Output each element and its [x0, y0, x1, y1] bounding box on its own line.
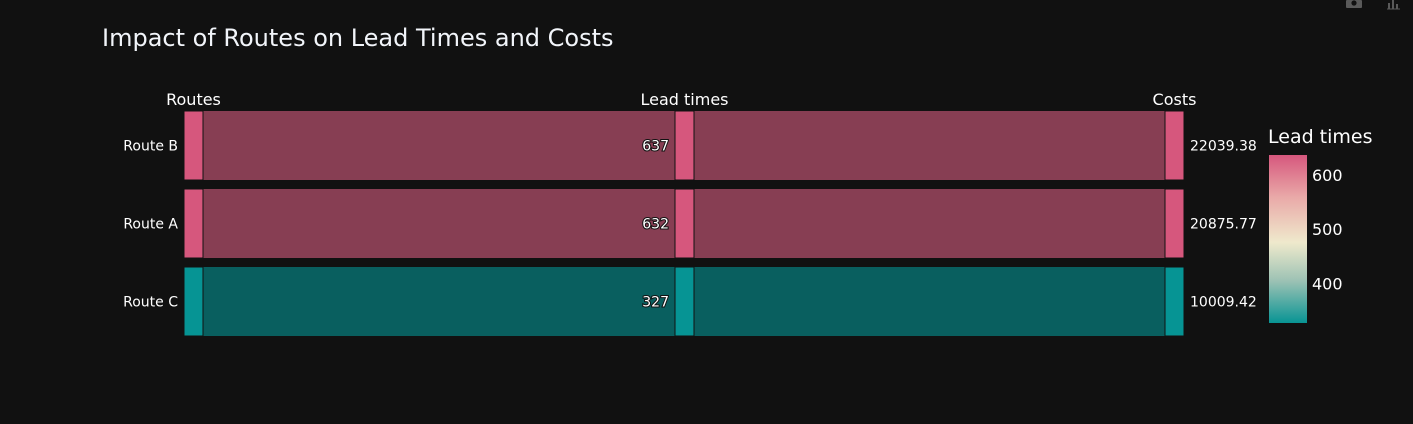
category-label: 20875.77 [1190, 217, 1257, 233]
category-bar-2-1[interactable] [1164, 188, 1185, 259]
category-bar-1-0[interactable] [674, 110, 695, 181]
dimension-label-lead-times: Lead times [640, 90, 728, 109]
category-label: Route A [123, 217, 178, 233]
category-label: 637 [642, 139, 669, 155]
category-label: 632 [642, 217, 669, 233]
camera-icon[interactable] [1345, 0, 1363, 10]
ribbon-route-c-segment-1[interactable] [203, 267, 675, 336]
colorbar-gradient [1269, 155, 1307, 323]
category-bar-0-1[interactable] [183, 188, 204, 259]
ribbon-route-a-segment-1[interactable] [203, 189, 675, 258]
dimension-label-costs: Costs [1153, 90, 1197, 109]
chart-title: Impact of Routes on Lead Times and Costs [102, 24, 614, 52]
category-label: 10009.42 [1190, 295, 1257, 311]
category-bar-1-1[interactable] [674, 188, 695, 259]
ribbon-route-b-segment-1[interactable] [203, 111, 675, 180]
modebar [1345, 0, 1403, 10]
category-bar-2-0[interactable] [1164, 110, 1185, 181]
category-bar-0-2[interactable] [183, 266, 204, 337]
category-bar-1-2[interactable] [674, 266, 695, 337]
colorbar-tick: 600 [1312, 166, 1343, 185]
category-label: Route B [123, 139, 178, 155]
colorbar-tick: 400 [1312, 274, 1343, 293]
category-label: 22039.38 [1190, 139, 1257, 155]
dimension-label-routes: Routes [166, 90, 221, 109]
colorbar-tick: 500 [1312, 220, 1343, 239]
colorbar: Lead times 600 500 400 [1268, 126, 1373, 323]
ribbon-route-b-segment-2[interactable] [694, 111, 1165, 180]
ribbon-layer [203, 111, 1165, 336]
ribbon-route-a-segment-2[interactable] [694, 189, 1165, 258]
category-bar-0-0[interactable] [183, 110, 204, 181]
bar-chart-icon[interactable] [1385, 0, 1403, 10]
ribbon-route-c-segment-2[interactable] [694, 267, 1165, 336]
category-bar-2-2[interactable] [1164, 266, 1185, 337]
dimension-layer: Routes Route B Route A Route C Lead times 637… [122, 90, 1258, 337]
colorbar-title: Lead times [1268, 126, 1373, 148]
category-label: 327 [642, 295, 669, 311]
category-label: Route C [123, 295, 178, 311]
